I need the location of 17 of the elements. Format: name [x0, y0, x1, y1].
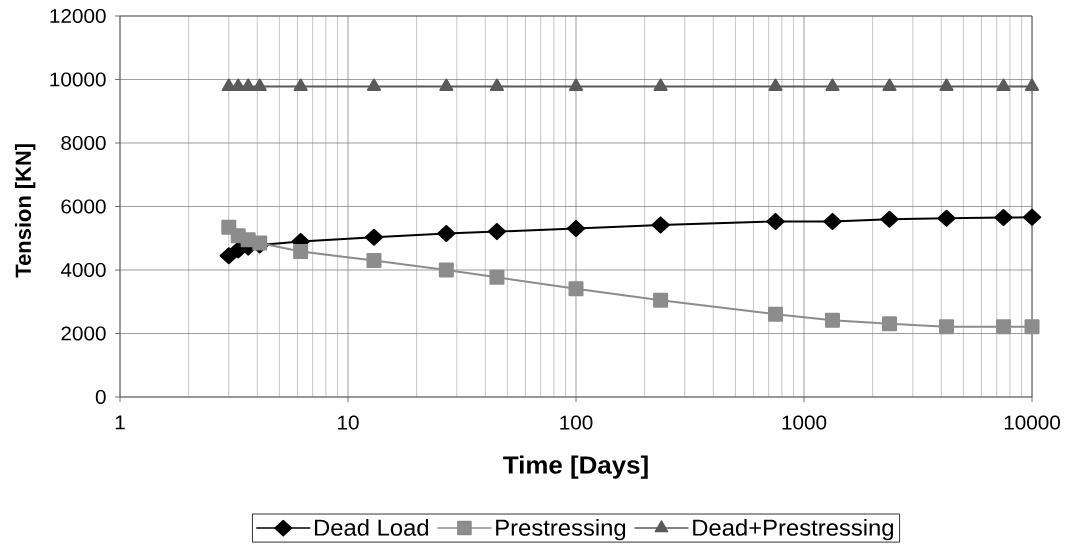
x-tick-label: 1000 — [782, 415, 827, 430]
y-tick-label: 0 — [95, 389, 106, 405]
x-tick-label: 1 — [115, 415, 125, 430]
legend-label: Prestressing — [496, 519, 626, 541]
y-tick-label: 4000 — [60, 262, 106, 278]
x-tick-label: 10 — [338, 415, 359, 430]
y-tick-label: 2000 — [61, 326, 106, 341]
legend-label: Dead+Prestressing — [693, 519, 894, 541]
y-tick-label: 6000 — [61, 199, 106, 214]
y-tick-label: 10000 — [50, 72, 106, 87]
legend-label: Dead Load — [314, 519, 429, 536]
x-tick-label: 100 — [560, 415, 593, 430]
x-axis-title: Time [Days] — [503, 455, 648, 479]
y-tick-label: 8000 — [61, 135, 106, 151]
x-tick-label: 10000 — [1004, 415, 1061, 430]
y-axis-title: Tension [KN] — [14, 144, 36, 278]
y-tick-label: 12000 — [50, 8, 106, 24]
